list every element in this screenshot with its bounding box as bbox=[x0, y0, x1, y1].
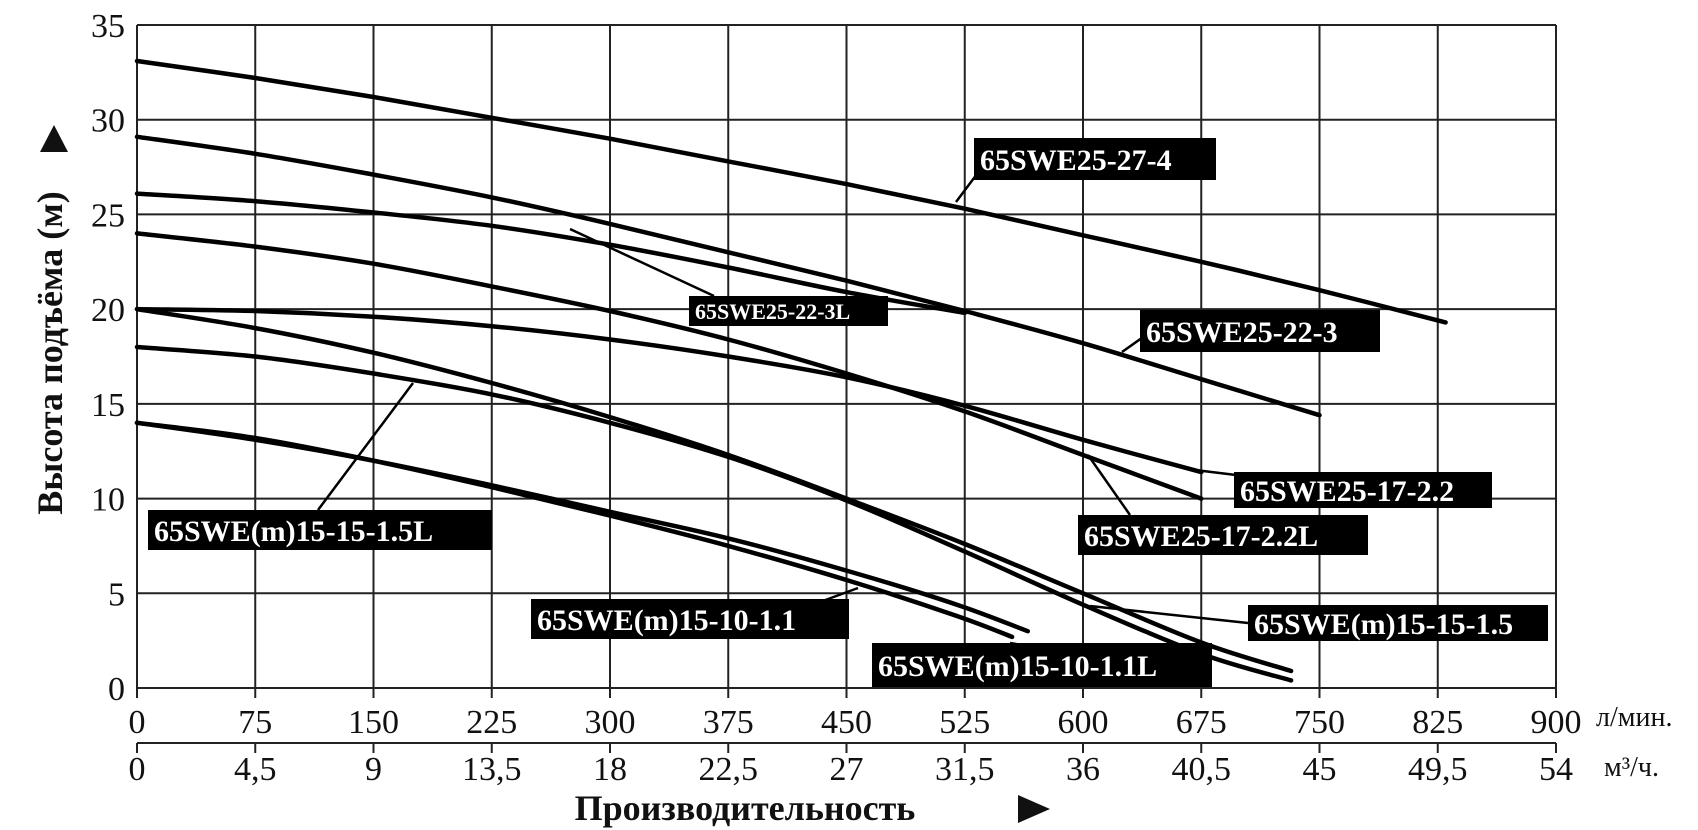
x2-tick-label: 18 bbox=[593, 751, 627, 788]
x2-tick-label: 22,5 bbox=[699, 751, 759, 788]
label-leader-line bbox=[569, 227, 715, 298]
x-tick-label: 150 bbox=[348, 704, 399, 741]
x2-tick-label: 13,5 bbox=[462, 751, 522, 788]
series-line-1 bbox=[134, 134, 1322, 418]
x-tick-label: 825 bbox=[1412, 704, 1463, 741]
series-label: 65SWE25-17-2.2 bbox=[1240, 475, 1454, 508]
x-tick-label: 600 bbox=[1058, 704, 1109, 741]
y-tick-label: 10 bbox=[91, 482, 125, 519]
x-tick-label: 0 bbox=[129, 704, 146, 741]
series-label-box bbox=[1140, 310, 1380, 352]
y-tick-label: 0 bbox=[108, 671, 125, 708]
x2-tick-label: 0 bbox=[129, 751, 146, 788]
y-tick-label: 5 bbox=[108, 576, 125, 613]
y-tick-label: 30 bbox=[91, 103, 125, 140]
x2-tick-label: 40,5 bbox=[1172, 751, 1232, 788]
x-tick-label: 225 bbox=[466, 704, 517, 741]
series-label: 65SWE25-22-3 bbox=[1146, 316, 1338, 349]
y-tick-label: 35 bbox=[91, 8, 125, 45]
series-label: 65SWE25-17-2.2L bbox=[1084, 520, 1318, 553]
x-axis-title: Производительность bbox=[575, 788, 916, 828]
curves bbox=[134, 58, 1448, 683]
series-label-box bbox=[872, 643, 1212, 687]
series-line-0 bbox=[134, 58, 1448, 325]
y-tick-label: 15 bbox=[91, 387, 125, 424]
x2-axis-unit: м³/ч. bbox=[1604, 752, 1659, 783]
series-line-8 bbox=[134, 420, 1015, 640]
series-line-6 bbox=[134, 344, 1294, 683]
series-label-box bbox=[689, 296, 888, 326]
x-tick-label: 450 bbox=[821, 704, 872, 741]
y-tick-label: 20 bbox=[91, 292, 125, 329]
label-leader-line bbox=[1086, 454, 1132, 516]
series-label: 65SWE(m)15-15-1.5L bbox=[154, 515, 433, 548]
label-leader-line bbox=[316, 382, 415, 511]
series-labels: 65SWE25-27-4 65SWE25-22-3 65SWE25-22-3L 65S… bbox=[148, 138, 1548, 687]
x-tick-label: 75 bbox=[238, 704, 272, 741]
series-line-4 bbox=[134, 231, 1204, 501]
x-axis-arrow-icon bbox=[1018, 795, 1050, 823]
y-axis-arrow-icon bbox=[40, 125, 68, 152]
tick-labels: 00754,5150922513,53001837522,54502752531… bbox=[91, 8, 1582, 788]
x-tick-label: 675 bbox=[1176, 704, 1227, 741]
series-label-box bbox=[1078, 515, 1368, 555]
series-label-box bbox=[974, 138, 1216, 180]
x2-tick-label: 4,5 bbox=[234, 751, 277, 788]
series-label-box bbox=[1248, 605, 1548, 641]
series-label: 65SWE(m)15-10-1.1 bbox=[537, 604, 796, 637]
series-label: 65SWE25-22-3L bbox=[695, 299, 850, 324]
x-tick-label: 900 bbox=[1531, 704, 1582, 741]
x2-tick-label: 31,5 bbox=[935, 751, 995, 788]
series-line-2 bbox=[134, 191, 968, 316]
x-tick-label: 375 bbox=[703, 704, 754, 741]
y-axis-title: Высота подъёма (м) bbox=[30, 191, 70, 514]
series-line-3 bbox=[134, 306, 1204, 475]
x2-tick-label: 49,5 bbox=[1408, 751, 1468, 788]
x2-tick-label: 27 bbox=[830, 751, 864, 788]
x-tick-label: 750 bbox=[1294, 704, 1345, 741]
grid bbox=[136, 24, 1557, 753]
x-tick-label: 525 bbox=[939, 704, 990, 741]
x-tick-label: 300 bbox=[585, 704, 636, 741]
x-axis-unit: л/мин. bbox=[1596, 702, 1672, 733]
x2-tick-label: 36 bbox=[1066, 751, 1100, 788]
series-label-box bbox=[1234, 472, 1492, 508]
series-label: 65SWE(m)15-10-1.1L bbox=[878, 650, 1157, 683]
series-label-box bbox=[531, 599, 849, 639]
series-label: 65SWE25-27-4 bbox=[980, 144, 1172, 177]
y-tick-label: 25 bbox=[91, 197, 125, 234]
x2-tick-label: 54 bbox=[1539, 751, 1573, 788]
label-leader-line bbox=[1089, 604, 1249, 625]
series-label: 65SWE(m)15-15-1.5 bbox=[1254, 608, 1513, 641]
series-label-box bbox=[148, 510, 492, 550]
x2-tick-label: 9 bbox=[365, 751, 382, 788]
label-leader-line bbox=[1194, 468, 1237, 477]
x2-tick-label: 45 bbox=[1303, 751, 1337, 788]
